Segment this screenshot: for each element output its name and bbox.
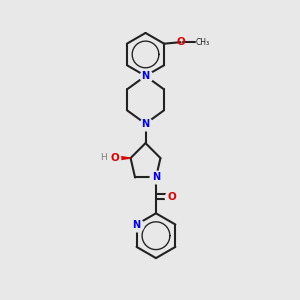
Text: O: O [167,192,176,202]
Text: H: H [100,153,107,162]
Text: N: N [152,172,160,182]
Text: N: N [133,220,141,230]
Text: N: N [142,119,150,129]
Text: N: N [142,71,150,81]
Text: O: O [176,37,185,47]
Polygon shape [117,156,130,160]
Text: CH₃: CH₃ [196,38,210,47]
Text: O: O [110,153,119,163]
